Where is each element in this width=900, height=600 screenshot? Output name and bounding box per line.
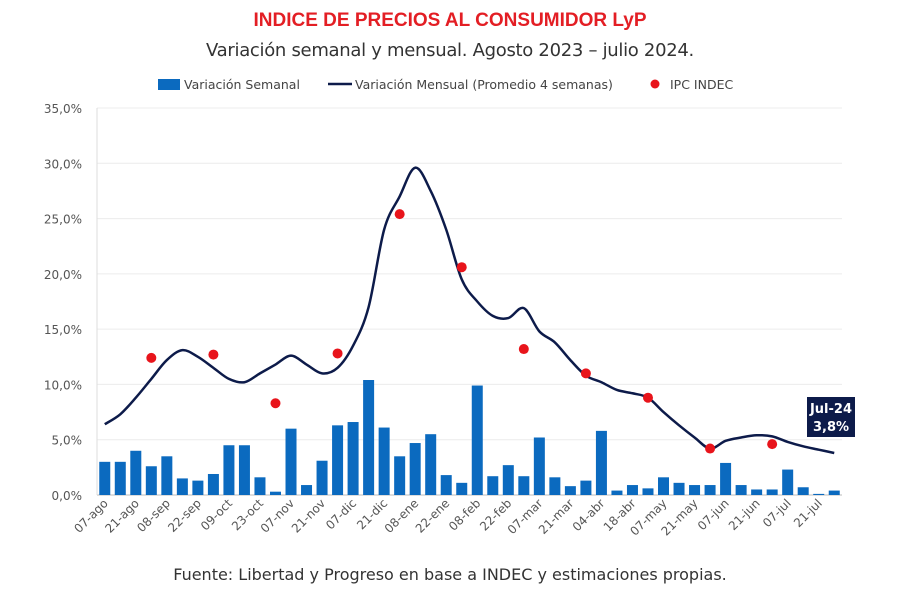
bar [223, 445, 235, 495]
bar [471, 385, 483, 495]
chart-source: Fuente: Libertad y Progreso en base a IN… [173, 565, 727, 584]
bar [363, 380, 375, 495]
bar [751, 489, 763, 495]
y-tick-label: 25,0% [44, 213, 82, 227]
bar [533, 437, 545, 495]
bar [518, 476, 530, 495]
x-tick-label: 21-ago [102, 496, 142, 536]
ipc-point [394, 209, 405, 220]
x-tick-label: 22-sep [165, 496, 204, 535]
bar [254, 477, 266, 495]
x-tick-label: 21-jun [726, 496, 763, 533]
x-tick-label: 21-jul [791, 496, 825, 530]
bar [347, 422, 359, 495]
chart-title: INDICE DE PRECIOS AL CONSUMIDOR LyP [253, 10, 647, 31]
bar [269, 491, 281, 495]
bar [378, 427, 390, 495]
legend-swatch-bar [158, 79, 180, 90]
ipc-point [767, 439, 778, 450]
x-tick-label: 21-nov [289, 496, 328, 535]
legend-label: IPC INDEC [670, 77, 733, 92]
ipc-point [456, 262, 467, 273]
bar [564, 486, 576, 495]
bar [595, 430, 607, 495]
x-tick-label: 21-mar [536, 496, 577, 537]
x-tick-label: 07-jun [695, 496, 732, 533]
bar [580, 480, 592, 495]
bar [99, 461, 111, 495]
x-tick-label: 07-jul [760, 496, 794, 530]
bar [316, 460, 328, 495]
bar [130, 450, 142, 495]
bar [502, 465, 514, 495]
bar [642, 488, 654, 495]
legend-label: Variación Semanal [184, 77, 300, 92]
bar [145, 466, 157, 495]
annotation-label: Jul-24 [809, 402, 852, 417]
legend-label: Variación Mensual (Promedio 4 semanas) [355, 77, 613, 92]
bar [658, 477, 670, 495]
y-tick-label: 10,0% [44, 378, 82, 392]
y-tick-label: 0,0% [52, 489, 83, 503]
bar [456, 482, 468, 495]
x-tick-label: 07-nov [258, 496, 297, 535]
bar [394, 456, 406, 495]
y-tick-label: 35,0% [44, 102, 82, 116]
ipc-point [580, 368, 591, 379]
ipc-point [642, 392, 653, 403]
bar [440, 475, 452, 495]
bar [487, 476, 499, 495]
bar [409, 443, 421, 495]
legend: Variación Semanal Variación Mensual (Prom… [158, 77, 733, 92]
annotation-box: Jul-24 3,8% [807, 397, 855, 437]
bar [238, 445, 250, 495]
bar [766, 489, 778, 495]
ipc-point [332, 348, 343, 359]
ipc-point [518, 344, 529, 355]
bar [176, 478, 188, 495]
bar [720, 462, 732, 495]
bar [813, 493, 825, 495]
x-tick-label: 04-abr [570, 496, 608, 534]
bar [626, 485, 638, 495]
ipc-point [146, 352, 157, 363]
chart-subtitle: Variación semanal y mensual. Agosto 2023… [206, 40, 694, 61]
bar [114, 461, 126, 495]
ipc-point [270, 398, 281, 409]
annotation-bg [807, 397, 855, 437]
x-tick-label: 08-feb [446, 496, 483, 533]
x-tick-label: 07-dic [323, 496, 359, 532]
x-tick-label: 08-sep [134, 496, 173, 535]
bar [673, 482, 685, 495]
x-tick-label: 09-oct [198, 496, 235, 533]
bar [332, 425, 344, 495]
bar [285, 428, 297, 495]
ipc-point [208, 349, 219, 360]
bar [828, 490, 840, 495]
bar [207, 473, 219, 495]
bar [161, 456, 173, 495]
bar [192, 480, 204, 495]
y-tick-label: 30,0% [44, 157, 82, 171]
y-tick-label: 5,0% [52, 434, 83, 448]
bar [301, 485, 313, 495]
x-tick-label: 22-ene [413, 496, 453, 536]
bar [611, 490, 623, 495]
y-tick-label: 15,0% [44, 323, 82, 337]
bar [782, 469, 794, 495]
bar [549, 477, 561, 495]
bar [797, 487, 809, 495]
bar [425, 434, 437, 495]
monthly-line [104, 166, 835, 455]
y-tick-label: 20,0% [44, 268, 82, 282]
bar [689, 485, 701, 495]
chart-svg: 0,0% 5,0% 10,0% 15,0% 20,0% 25,0% 30,0% 35,0% 07… [44, 77, 855, 538]
legend-swatch-dot [650, 79, 660, 89]
bar [735, 485, 747, 495]
bar [704, 485, 716, 495]
ipc-point [705, 443, 716, 454]
annotation-value: 3,8% [813, 420, 849, 435]
